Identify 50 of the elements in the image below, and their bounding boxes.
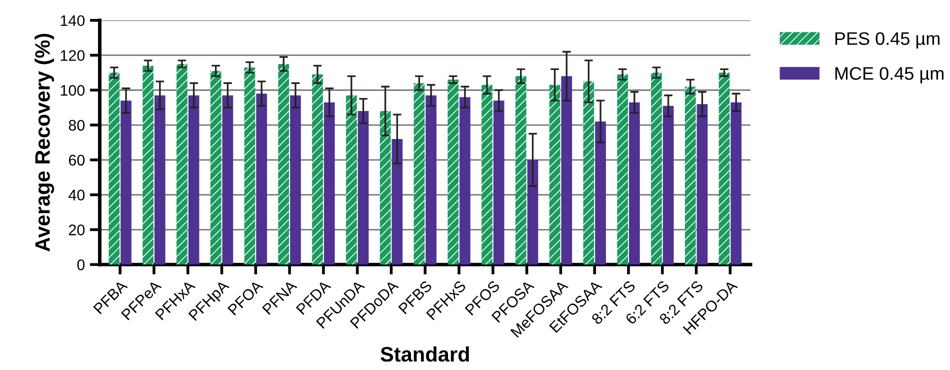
bar bbox=[244, 67, 256, 265]
bar bbox=[312, 74, 323, 265]
y-tick-label: 0 bbox=[77, 259, 85, 270]
bar bbox=[142, 66, 154, 265]
bar bbox=[730, 102, 742, 265]
legend-label: PES 0.45 µm bbox=[835, 32, 940, 49]
bar bbox=[120, 100, 132, 265]
bar bbox=[583, 81, 594, 265]
bar bbox=[392, 138, 403, 265]
bar bbox=[290, 95, 301, 265]
bar bbox=[549, 84, 560, 265]
y-axis-title: Average Recovery (%) bbox=[34, 34, 54, 252]
y-tick-label: 100 bbox=[60, 84, 85, 96]
y-tick-label: 40 bbox=[68, 190, 85, 200]
bar bbox=[651, 72, 662, 265]
bar bbox=[358, 111, 369, 265]
bar bbox=[414, 83, 425, 265]
bar bbox=[696, 104, 708, 265]
y-tick-label: 80 bbox=[68, 120, 85, 131]
bar bbox=[482, 84, 492, 265]
bar bbox=[561, 76, 572, 265]
bar bbox=[617, 74, 628, 265]
bar bbox=[718, 72, 730, 265]
bar bbox=[628, 102, 640, 265]
bar bbox=[662, 106, 674, 265]
y-tick-label: 120 bbox=[60, 50, 85, 61]
y-tick-label: 20 bbox=[68, 224, 85, 236]
bar bbox=[460, 97, 470, 265]
y-tick-label: 140 bbox=[60, 15, 85, 26]
bar bbox=[210, 70, 222, 265]
bar bbox=[188, 95, 200, 265]
bar bbox=[448, 80, 459, 265]
bar bbox=[684, 86, 696, 265]
bar bbox=[346, 95, 357, 265]
bar bbox=[256, 94, 268, 265]
bar bbox=[426, 95, 436, 265]
bar bbox=[324, 102, 335, 265]
bar bbox=[108, 72, 120, 265]
y-tick-label: 60 bbox=[68, 154, 85, 166]
bar bbox=[222, 95, 234, 265]
bar bbox=[278, 64, 290, 265]
bar bbox=[380, 111, 391, 265]
bar bbox=[515, 76, 526, 265]
legend-label: MCE 0.45 µm bbox=[835, 67, 944, 84]
bar bbox=[493, 100, 504, 265]
bar bbox=[154, 95, 166, 265]
bar bbox=[527, 160, 538, 265]
bar bbox=[176, 64, 188, 265]
bar bbox=[595, 122, 606, 265]
x-axis-title: Standard bbox=[380, 346, 469, 362]
